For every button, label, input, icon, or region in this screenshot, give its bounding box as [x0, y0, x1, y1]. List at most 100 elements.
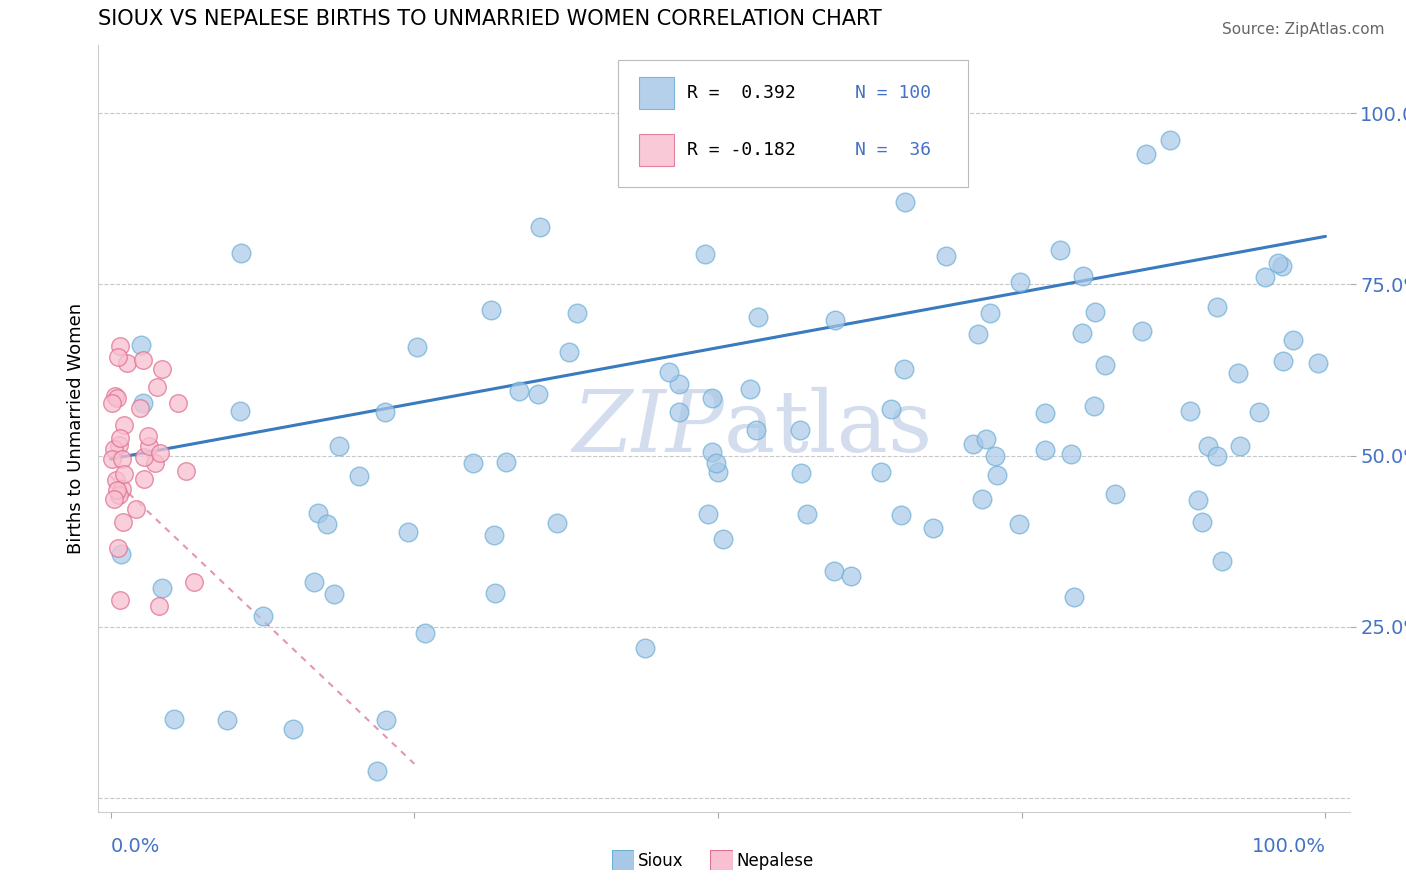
- Point: [702, 444, 724, 458]
- Point: [1084, 305, 1107, 319]
- Point: [148, 599, 170, 614]
- Point: [132, 472, 155, 486]
- Text: 100.0%: 100.0%: [1251, 837, 1326, 856]
- Point: [870, 465, 893, 479]
- Point: [1206, 301, 1229, 315]
- Point: [132, 450, 155, 464]
- Point: [315, 517, 337, 532]
- Point: [307, 506, 329, 520]
- Point: [1094, 358, 1116, 372]
- Point: [107, 350, 129, 364]
- Text: R = -0.182: R = -0.182: [686, 141, 796, 159]
- Point: [790, 466, 813, 480]
- Point: [374, 405, 396, 419]
- Point: [979, 306, 1001, 320]
- Text: atlas: atlas: [724, 386, 934, 470]
- Point: [149, 446, 172, 460]
- Point: [967, 326, 990, 341]
- Point: [103, 491, 125, 506]
- Point: [1206, 449, 1229, 463]
- Text: SIOUX VS NEPALESE BIRTHS TO UNMARRIED WOMEN CORRELATION CHART: SIOUX VS NEPALESE BIRTHS TO UNMARRIED WO…: [98, 9, 882, 29]
- Point: [108, 438, 131, 452]
- Point: [796, 507, 818, 521]
- Point: [107, 488, 129, 502]
- Point: [897, 153, 920, 167]
- Point: [484, 586, 506, 600]
- Point: [479, 302, 502, 317]
- Point: [163, 712, 186, 726]
- Point: [1008, 516, 1031, 531]
- Point: [962, 437, 984, 451]
- Text: N = 100: N = 100: [855, 84, 932, 102]
- Point: [747, 310, 769, 325]
- Point: [711, 532, 734, 546]
- Point: [697, 507, 720, 521]
- Point: [986, 467, 1008, 482]
- Point: [104, 389, 127, 403]
- Point: [935, 249, 957, 263]
- Point: [738, 382, 761, 396]
- Point: [893, 194, 915, 209]
- Point: [138, 439, 160, 453]
- Point: [880, 401, 903, 416]
- Point: [281, 722, 304, 736]
- Point: [347, 468, 370, 483]
- Point: [252, 608, 274, 623]
- Point: [984, 449, 1007, 463]
- Point: [463, 456, 485, 470]
- Point: [668, 377, 690, 392]
- Point: [132, 396, 155, 410]
- FancyBboxPatch shape: [638, 77, 673, 109]
- Point: [1271, 354, 1294, 368]
- Point: [1060, 447, 1083, 461]
- Point: [558, 345, 581, 359]
- Point: [634, 640, 657, 655]
- Text: 0.0%: 0.0%: [111, 837, 160, 856]
- Point: [702, 392, 724, 406]
- Point: [707, 465, 730, 479]
- Point: [972, 492, 994, 507]
- Point: [1253, 270, 1275, 285]
- Point: [1198, 439, 1220, 453]
- Point: [167, 396, 190, 410]
- Point: [668, 405, 690, 419]
- Point: [1178, 404, 1201, 418]
- FancyBboxPatch shape: [617, 60, 969, 186]
- Point: [145, 380, 167, 394]
- Point: [328, 439, 350, 453]
- Point: [1071, 269, 1094, 284]
- Point: [150, 362, 173, 376]
- Point: [1308, 356, 1330, 370]
- Point: [1159, 134, 1181, 148]
- Point: [1191, 516, 1213, 530]
- Point: [526, 387, 548, 401]
- Point: [1063, 591, 1085, 605]
- Point: [1187, 492, 1209, 507]
- Point: [893, 362, 915, 376]
- Point: [495, 455, 517, 469]
- Point: [366, 764, 388, 778]
- Point: [565, 306, 588, 320]
- Point: [217, 714, 239, 728]
- Point: [124, 502, 146, 516]
- Point: [922, 521, 945, 535]
- Point: [482, 528, 505, 542]
- Point: [229, 246, 252, 260]
- Point: [145, 456, 167, 470]
- Point: [105, 391, 128, 405]
- Text: R =  0.392: R = 0.392: [686, 84, 796, 102]
- Point: [132, 353, 155, 368]
- Point: [1271, 260, 1294, 274]
- Point: [1049, 243, 1071, 257]
- Point: [104, 474, 127, 488]
- Point: [1071, 326, 1094, 341]
- Point: [1267, 256, 1289, 270]
- Point: [839, 569, 862, 583]
- Point: [789, 424, 811, 438]
- Point: [183, 575, 205, 590]
- Point: [1130, 324, 1153, 338]
- Point: [706, 456, 728, 470]
- Point: [176, 464, 198, 478]
- Point: [824, 312, 846, 326]
- Point: [100, 396, 122, 410]
